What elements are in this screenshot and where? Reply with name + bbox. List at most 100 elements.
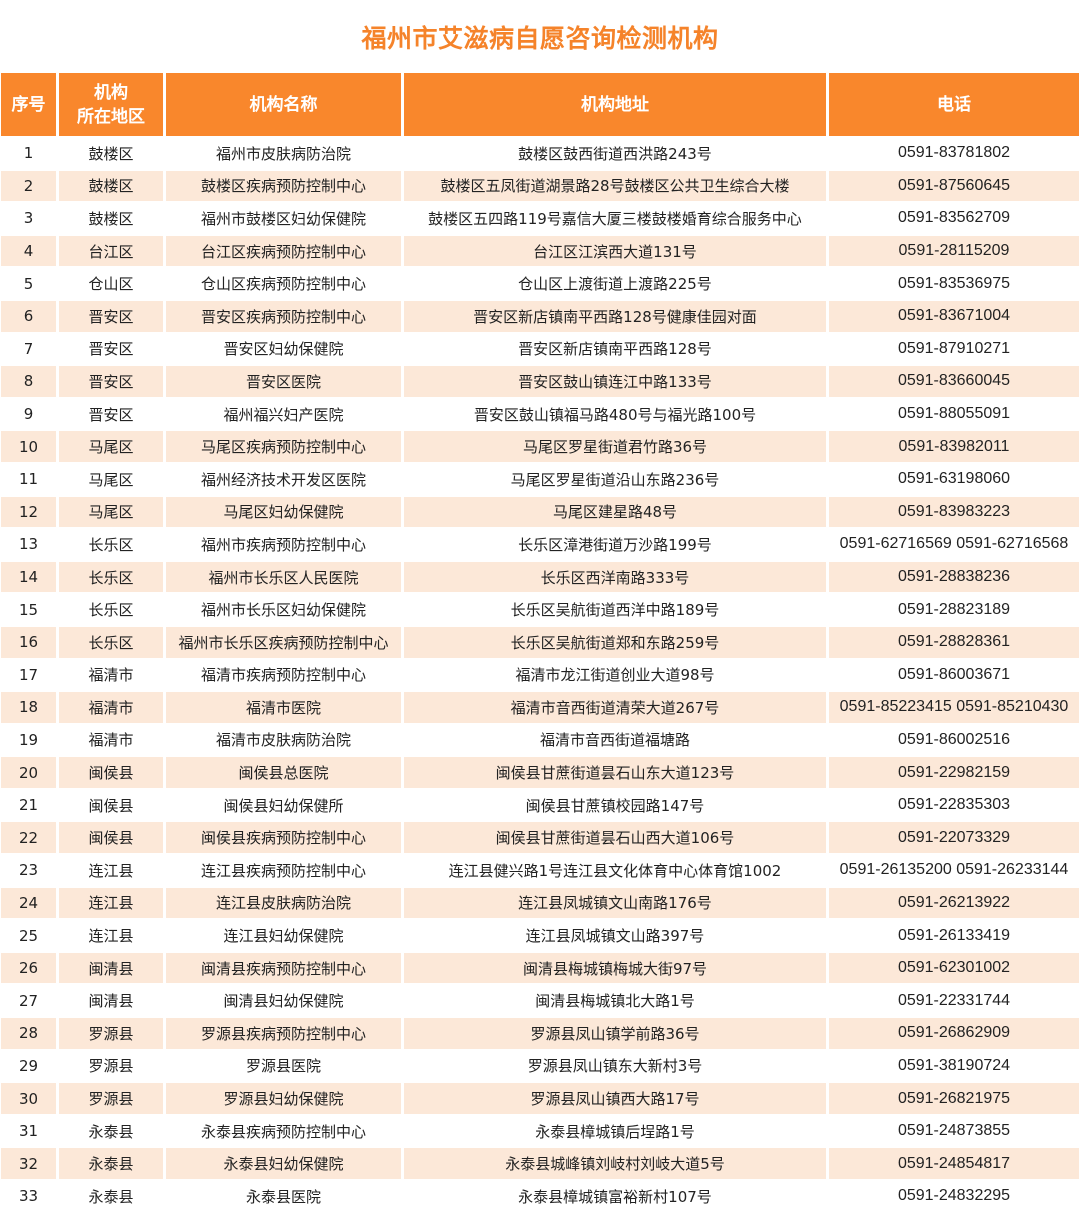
row-address: 台江区江滨西大道131号	[404, 235, 826, 267]
table-row: 25 连江县 连江县妇幼保健院 连江县凤城镇文山路397号 0591-26133419	[1, 920, 1079, 951]
row-address: 长乐区吴航街道郑和东路259号	[404, 626, 826, 658]
row-index: 15	[1, 594, 56, 625]
row-address: 晋安区鼓山镇连江中路133号	[404, 366, 826, 397]
row-address: 罗源县凤山镇西大路17号	[404, 1083, 826, 1114]
row-index: 12	[1, 496, 56, 528]
row-phone: 0591-83671004	[829, 300, 1079, 332]
row-phone: 0591-26862909	[829, 1018, 1079, 1049]
row-institution-name: 连江县妇幼保健院	[166, 920, 401, 951]
table-row: 9 晋安区 福州福兴妇产医院 晋安区鼓山镇福马路480号与福光路100号 0591-88…	[1, 398, 1079, 430]
row-index: 6	[1, 300, 56, 332]
row-phone: 0591-24832295	[829, 1181, 1079, 1212]
header-address: 机构地址	[404, 73, 826, 136]
row-address: 长乐区西洋南路333号	[404, 561, 826, 593]
table-row: 22 闽侯县 闽侯县疾病预防控制中心 闽侯县甘蔗街道昙石山西大道106号 0591-22…	[1, 822, 1079, 854]
row-phone: 0591-86002516	[829, 724, 1079, 756]
row-phone: 0591-24854817	[829, 1148, 1079, 1179]
row-phone: 0591-85223415 0591-85210430	[829, 692, 1079, 723]
row-institution-name: 闽侯县总医院	[166, 757, 401, 788]
row-institution-name: 福清市皮肤病防治院	[166, 724, 401, 756]
row-institution-name: 福州市皮肤病防治院	[166, 138, 401, 169]
row-phone: 0591-24873855	[829, 1115, 1079, 1147]
row-address: 闽清县梅城镇北大路1号	[404, 985, 826, 1017]
row-institution-name: 罗源县疾病预防控制中心	[166, 1018, 401, 1049]
row-phone: 0591-87910271	[829, 333, 1079, 365]
row-phone: 0591-28828361	[829, 626, 1079, 658]
row-address: 罗源县凤山镇学前路36号	[404, 1018, 826, 1049]
row-index: 28	[1, 1018, 56, 1049]
table-row: 6 晋安区 晋安区疾病预防控制中心 晋安区新店镇南平西路128号健康佳园对面 0591-…	[1, 300, 1079, 332]
row-index: 25	[1, 920, 56, 951]
row-institution-name: 永泰县医院	[166, 1181, 401, 1212]
table-row: 30 罗源县 罗源县妇幼保健院 罗源县凤山镇西大路17号 0591-26821975	[1, 1083, 1079, 1114]
row-index: 27	[1, 985, 56, 1017]
row-phone: 0591-28115209	[829, 235, 1079, 267]
row-district: 福清市	[59, 724, 163, 756]
table-row: 21 闽侯县 闽侯县妇幼保健所 闽侯县甘蔗镇校园路147号 0591-22835303	[1, 789, 1079, 821]
row-institution-name: 仓山区疾病预防控制中心	[166, 268, 401, 299]
row-address: 马尾区建星路48号	[404, 496, 826, 528]
row-phone: 0591-22982159	[829, 757, 1079, 788]
header-index: 序号	[1, 73, 56, 136]
row-index: 29	[1, 1050, 56, 1082]
table-row: 14 长乐区 福州市长乐区人民医院 长乐区西洋南路333号 0591-28838236	[1, 561, 1079, 593]
row-institution-name: 福州福兴妇产医院	[166, 398, 401, 430]
page-title: 福州市艾滋病自愿咨询检测机构	[361, 24, 719, 53]
row-address: 永泰县樟城镇后埕路1号	[404, 1115, 826, 1147]
row-index: 2	[1, 170, 56, 202]
row-phone: 0591-26135200 0591-26233144	[829, 855, 1079, 886]
row-institution-name: 闽侯县疾病预防控制中心	[166, 822, 401, 854]
table-row: 5 仓山区 仓山区疾病预防控制中心 仓山区上渡街道上渡路225号 0591-835369…	[1, 268, 1079, 299]
row-index: 13	[1, 529, 56, 560]
table-row: 11 马尾区 福州经济技术开发区医院 马尾区罗星街道沿山东路236号 0591-6319…	[1, 463, 1079, 495]
row-index: 24	[1, 887, 56, 919]
row-address: 闽侯县甘蔗镇校园路147号	[404, 789, 826, 821]
row-index: 23	[1, 855, 56, 886]
row-institution-name: 鼓楼区疾病预防控制中心	[166, 170, 401, 202]
row-phone: 0591-88055091	[829, 398, 1079, 430]
table-row: 26 闽清县 闽清县疾病预防控制中心 闽清县梅城镇梅城大街97号 0591-623010…	[1, 952, 1079, 984]
row-district: 长乐区	[59, 561, 163, 593]
row-district: 马尾区	[59, 431, 163, 462]
row-phone: 0591-87560645	[829, 170, 1079, 202]
row-address: 罗源县凤山镇东大新村3号	[404, 1050, 826, 1082]
row-index: 26	[1, 952, 56, 984]
table-row: 29 罗源县 罗源县医院 罗源县凤山镇东大新村3号 0591-38190724	[1, 1050, 1079, 1082]
row-index: 17	[1, 659, 56, 691]
row-index: 19	[1, 724, 56, 756]
table-row: 8 晋安区 晋安区医院 晋安区鼓山镇连江中路133号 0591-83660045	[1, 366, 1079, 397]
row-phone: 0591-62301002	[829, 952, 1079, 984]
row-district: 永泰县	[59, 1148, 163, 1179]
table-row: 27 闽清县 闽清县妇幼保健院 闽清县梅城镇北大路1号 0591-22331744	[1, 985, 1079, 1017]
row-district: 鼓楼区	[59, 138, 163, 169]
row-phone: 0591-26213922	[829, 887, 1079, 919]
row-index: 31	[1, 1115, 56, 1147]
row-address: 晋安区新店镇南平西路128号	[404, 333, 826, 365]
row-index: 18	[1, 692, 56, 723]
row-address: 晋安区新店镇南平西路128号健康佳园对面	[404, 300, 826, 332]
row-institution-name: 闽侯县妇幼保健所	[166, 789, 401, 821]
row-district: 闽侯县	[59, 789, 163, 821]
row-phone: 0591-62716569 0591-62716568	[829, 529, 1079, 560]
row-phone: 0591-86003671	[829, 659, 1079, 691]
row-district: 晋安区	[59, 333, 163, 365]
row-phone: 0591-38190724	[829, 1050, 1079, 1082]
row-institution-name: 闽清县妇幼保健院	[166, 985, 401, 1017]
row-district: 晋安区	[59, 366, 163, 397]
row-district: 闽侯县	[59, 822, 163, 854]
row-index: 20	[1, 757, 56, 788]
row-district: 仓山区	[59, 268, 163, 299]
row-index: 22	[1, 822, 56, 854]
row-phone: 0591-83781802	[829, 138, 1079, 169]
table-row: 12 马尾区 马尾区妇幼保健院 马尾区建星路48号 0591-83983223	[1, 496, 1079, 528]
row-institution-name: 马尾区妇幼保健院	[166, 496, 401, 528]
row-district: 长乐区	[59, 529, 163, 560]
row-institution-name: 福州市疾病预防控制中心	[166, 529, 401, 560]
row-address: 鼓楼区五凤街道湖景路28号鼓楼区公共卫生综合大楼	[404, 170, 826, 202]
row-address: 长乐区漳港街道万沙路199号	[404, 529, 826, 560]
table-row: 31 永泰县 永泰县疾病预防控制中心 永泰县樟城镇后埕路1号 0591-24873855	[1, 1115, 1079, 1147]
row-phone: 0591-28838236	[829, 561, 1079, 593]
row-phone: 0591-83660045	[829, 366, 1079, 397]
row-phone: 0591-26821975	[829, 1083, 1079, 1114]
row-district: 永泰县	[59, 1181, 163, 1212]
